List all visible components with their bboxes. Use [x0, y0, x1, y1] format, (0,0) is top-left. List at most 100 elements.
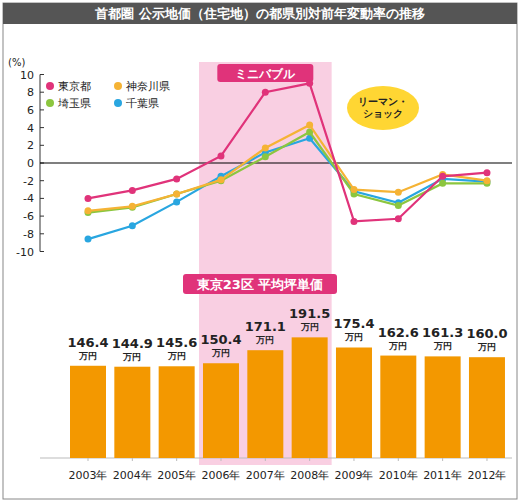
bar	[114, 367, 150, 458]
data-label: 160.0万円	[466, 326, 507, 352]
legend-label: 神奈川県	[126, 80, 170, 93]
data-label-unit: 万円	[255, 335, 274, 345]
y-tick	[40, 127, 44, 128]
x-tick-label: 2003年	[69, 469, 108, 482]
x-tick	[486, 458, 487, 461]
marker	[85, 236, 92, 243]
y-tick-label: 2	[27, 139, 34, 152]
marker	[173, 190, 180, 197]
marker	[262, 153, 269, 160]
data-label-unit: 万円	[477, 342, 496, 352]
y-tick-label: 10	[20, 69, 34, 82]
data-label-unit: 万円	[167, 351, 186, 361]
title: 首都圏 公示地価（住宅地）の都県別対前年変動率の推移	[94, 6, 425, 21]
x-tick	[132, 458, 133, 461]
x-tick-label: 2008年	[290, 469, 329, 482]
marker	[129, 187, 136, 194]
x-tick	[265, 458, 266, 461]
x-tick	[398, 458, 399, 461]
x-tick-label: 2004年	[113, 469, 152, 482]
data-label: 175.4万円	[333, 316, 374, 342]
data-label-unit: 万円	[122, 352, 141, 362]
marker	[173, 198, 180, 205]
data-label-number: 162.6	[378, 325, 419, 340]
data-label-unit: 万円	[300, 322, 319, 332]
y-tick	[40, 109, 44, 110]
data-label: 171.1万円	[245, 319, 286, 345]
legend-marker	[46, 99, 54, 107]
data-label: 150.4万円	[200, 332, 241, 358]
marker	[350, 186, 357, 193]
annotation-circle	[347, 86, 419, 130]
x-tick-label: 2010年	[379, 469, 418, 482]
y-tick-label: 8	[27, 86, 34, 99]
x-tick	[442, 458, 443, 461]
line	[88, 125, 487, 211]
data-label-number: 145.6	[156, 335, 197, 350]
legend-label: 埼玉県	[57, 97, 91, 110]
marker	[173, 190, 180, 197]
data-label: 191.5万円	[289, 306, 330, 332]
marker	[129, 203, 136, 210]
line	[88, 138, 487, 239]
bar	[292, 337, 328, 458]
y-tick	[40, 74, 44, 75]
annotation-line: リーマン・	[358, 96, 408, 107]
bar-title-box	[183, 274, 337, 294]
y-tick	[40, 198, 44, 199]
bar	[469, 357, 505, 458]
bar-title: 東京23区 平均坪単価	[196, 277, 324, 292]
y-tick-label: 4	[27, 122, 34, 135]
lines	[85, 80, 491, 243]
data-label-unit: 万円	[78, 351, 97, 361]
marker	[129, 204, 136, 211]
data-label-unit: 万円	[433, 341, 452, 351]
data-label-number: 144.9	[112, 336, 153, 351]
y-tick-label: -10	[16, 246, 34, 259]
y-tick-label: 0	[27, 157, 34, 170]
title-bar	[3, 3, 517, 24]
data-label: 146.4万円	[67, 335, 108, 361]
marker	[439, 180, 446, 187]
marker	[395, 215, 402, 222]
x-tick-label: 2006年	[201, 469, 240, 482]
annotation-line: ショック	[363, 108, 403, 119]
data-label: 145.6万円	[156, 335, 197, 361]
zero-line	[40, 162, 512, 163]
data-label-number: 191.5	[289, 306, 330, 321]
marker	[217, 152, 224, 159]
highlight-band	[199, 62, 332, 465]
y-tick	[40, 251, 44, 252]
y-tick-label: 6	[27, 104, 34, 117]
marker	[395, 189, 402, 196]
annotation-box	[217, 64, 313, 82]
data-label-unit: 万円	[211, 348, 230, 358]
y-tick	[40, 180, 44, 181]
marker	[306, 121, 313, 128]
line	[88, 132, 487, 213]
chart: 首都圏 公示地価（住宅地）の都県別対前年変動率の推移ミニバブルリーマン・ショック…	[0, 0, 520, 502]
y-tick	[40, 233, 44, 234]
annotation: ミニバブル	[235, 67, 296, 81]
legend-marker	[46, 82, 54, 90]
x-tick	[220, 458, 221, 461]
annotation: リーマン・ショック	[358, 96, 408, 119]
y-tick-label: -8	[23, 228, 34, 241]
x-tick-label: 2005年	[157, 469, 196, 482]
marker	[262, 144, 269, 151]
data-label-number: 171.1	[245, 319, 286, 334]
marker	[85, 195, 92, 202]
marker	[262, 89, 269, 96]
y-label: (%)	[8, 57, 25, 68]
legend-label: 千葉県	[126, 97, 159, 110]
y-tick-label: -2	[23, 175, 34, 188]
data-label-number: 161.3	[422, 325, 463, 340]
line	[88, 83, 487, 221]
bar	[247, 350, 283, 458]
marker	[306, 80, 313, 87]
bars	[70, 337, 505, 458]
x-tick-label: 2011年	[423, 469, 462, 482]
x-tick-label: 2007年	[246, 469, 285, 482]
x-tick	[353, 458, 354, 461]
data-label-number: 146.4	[67, 335, 108, 350]
